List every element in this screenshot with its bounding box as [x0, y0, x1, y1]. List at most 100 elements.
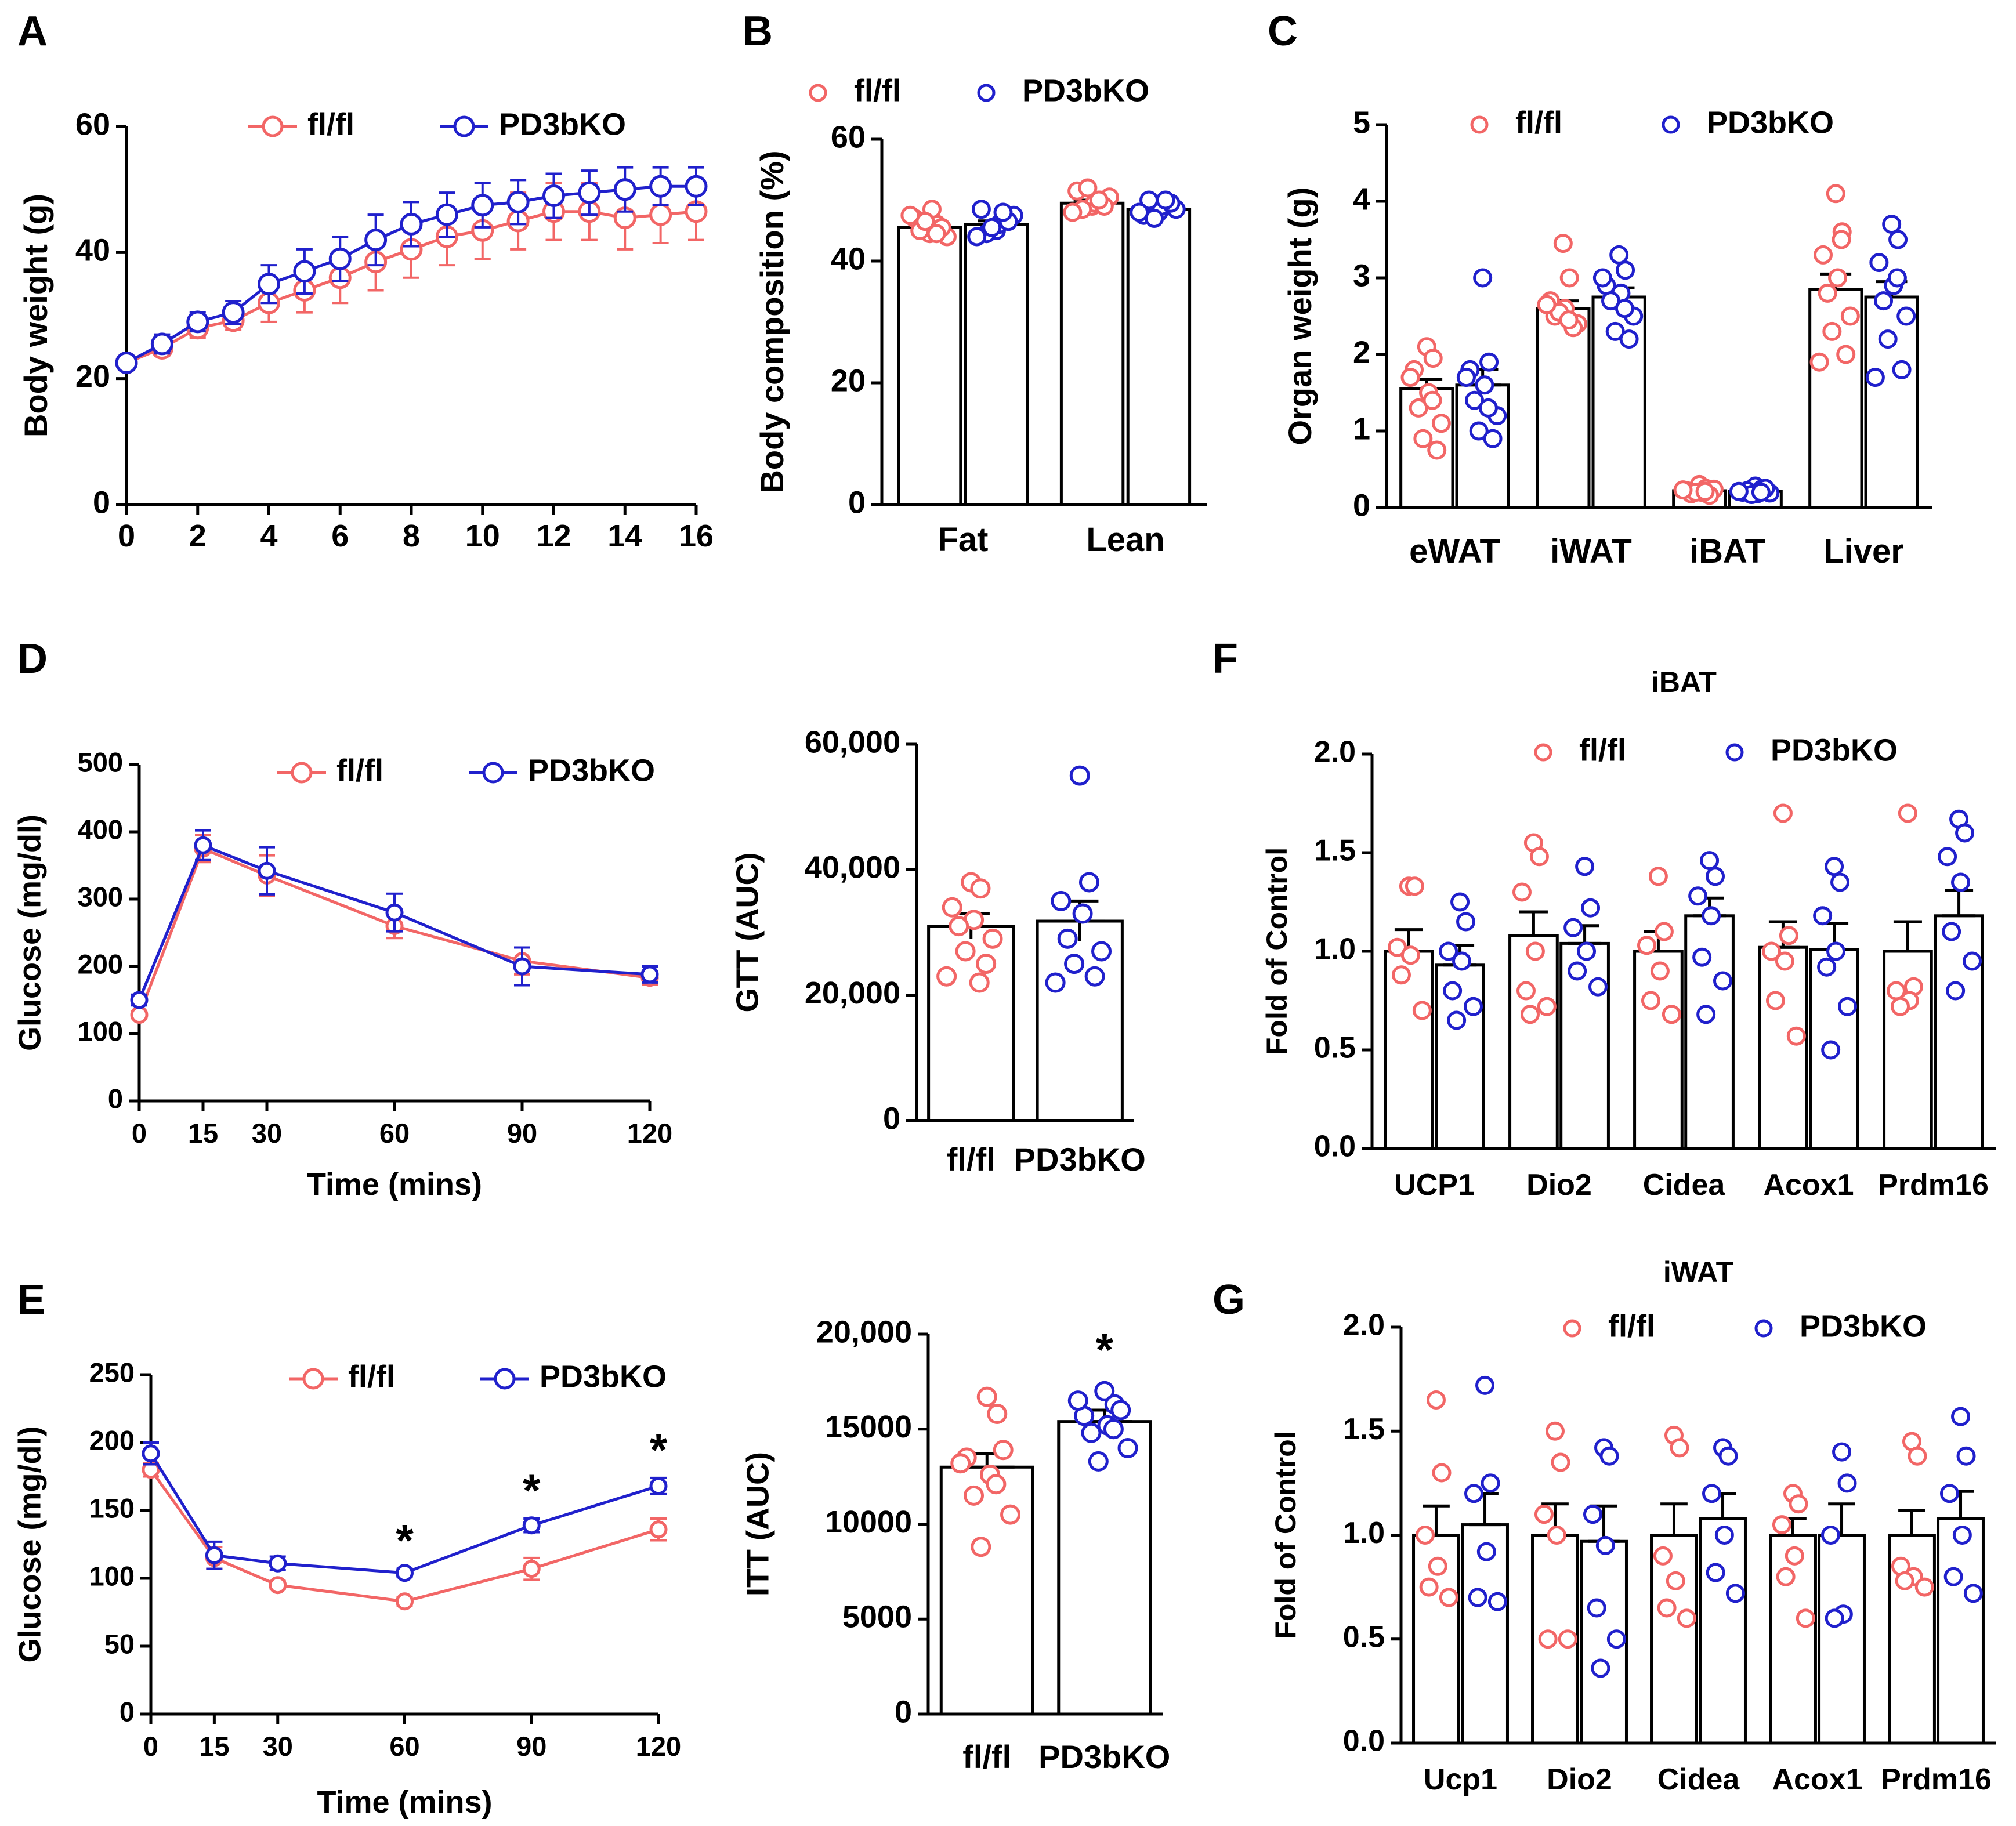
- data-point: [1837, 1473, 1857, 1493]
- x-tick-label: 0: [118, 519, 135, 553]
- x-category-label: PD3bKO: [1014, 1141, 1146, 1178]
- x-tick-label: 8: [403, 519, 420, 553]
- data-point: [1483, 429, 1503, 448]
- data-point: [513, 957, 531, 976]
- data-point: [1776, 1567, 1796, 1586]
- data-point: [1588, 977, 1608, 997]
- data-point: [1938, 847, 1957, 867]
- x-tick-label: 90: [507, 1118, 537, 1149]
- panel-letter: A: [17, 8, 48, 55]
- y-axis-label: Fold of Control: [1261, 847, 1293, 1055]
- data-point: [205, 1546, 223, 1564]
- data-point: [1952, 1526, 1972, 1545]
- data-point: [385, 903, 404, 922]
- data-point: [1547, 1526, 1566, 1545]
- data-point: [1078, 872, 1099, 893]
- y-tick-label: 1: [1353, 411, 1370, 446]
- data-point: [1772, 1515, 1791, 1535]
- data-point: [1051, 890, 1072, 911]
- legend-marker: [482, 762, 504, 784]
- data-point: [1551, 1452, 1570, 1472]
- data-point: [1789, 1494, 1808, 1514]
- data-point: [955, 941, 976, 962]
- data-point: [435, 203, 458, 226]
- x-tick-label: 60: [389, 1731, 419, 1762]
- data-point: [970, 878, 991, 899]
- data-point: [1057, 928, 1078, 949]
- y-tick-label: 5000: [842, 1600, 912, 1635]
- data-point: [1696, 1005, 1716, 1024]
- data-point: [1666, 1571, 1685, 1590]
- data-point: [1078, 178, 1098, 198]
- data-point: [1615, 299, 1634, 318]
- x-tick-label: 15: [199, 1731, 229, 1762]
- data-point: [982, 218, 1002, 237]
- data-point: [1677, 1608, 1696, 1628]
- legend-label: fl/fl: [307, 107, 354, 142]
- data-point: [1000, 1504, 1021, 1525]
- data-point: [364, 229, 388, 252]
- legend-label: PD3bKO: [1800, 1309, 1927, 1343]
- data-point: [1609, 245, 1629, 265]
- series-line: [137, 843, 650, 1001]
- legend-label: fl/fl: [348, 1359, 395, 1394]
- data-point: [967, 227, 987, 247]
- data-point: [1702, 906, 1721, 926]
- data-point: [1822, 321, 1842, 341]
- y-tick-label: 2: [1353, 335, 1370, 369]
- data-point: [1559, 268, 1579, 288]
- panel-letter: F: [1213, 636, 1238, 682]
- bar: [1650, 1534, 1698, 1745]
- data-point: [1796, 1608, 1815, 1628]
- y-tick-label: 400: [78, 814, 123, 845]
- data-point: [1828, 268, 1848, 288]
- data-point: [328, 247, 352, 270]
- data-point: [949, 916, 969, 937]
- bar: [1937, 1517, 1985, 1745]
- x-category-label: Dio2: [1547, 1763, 1612, 1796]
- data-point: [1895, 1571, 1914, 1590]
- data-point: [942, 897, 962, 918]
- data-point: [1426, 1390, 1446, 1410]
- data-point: [1773, 803, 1793, 823]
- data-point: [926, 224, 946, 244]
- bar: [1699, 1517, 1747, 1745]
- data-point: [1538, 1629, 1558, 1649]
- data-point: [1512, 882, 1532, 902]
- data-point: [1476, 1542, 1496, 1561]
- data-point: [900, 205, 920, 225]
- y-tick-label: 0: [120, 1696, 135, 1727]
- data-point: [1761, 941, 1781, 961]
- data-point: [1432, 1463, 1452, 1483]
- data-point: [1662, 1005, 1681, 1024]
- data-point: [1423, 390, 1442, 410]
- data-point: [1130, 202, 1149, 222]
- data-point: [1955, 823, 1975, 843]
- data-point: [115, 352, 138, 374]
- data-point: [1888, 230, 1908, 249]
- data-point: [1637, 936, 1656, 955]
- data-point: [1045, 972, 1066, 993]
- significance-marker: *: [396, 1515, 414, 1566]
- data-point: [1391, 965, 1411, 985]
- x-tick-label: 30: [252, 1118, 282, 1149]
- legend-label: fl/fl: [854, 73, 901, 108]
- data-point: [1898, 803, 1917, 823]
- data-point: [613, 178, 636, 201]
- data-point: [1456, 368, 1476, 387]
- data-point: [976, 1386, 997, 1407]
- data-point: [1084, 966, 1105, 987]
- data-point: [1956, 1446, 1976, 1466]
- data-point: [1563, 918, 1583, 937]
- y-tick-label: 15000: [825, 1410, 912, 1444]
- data-point: [1786, 1026, 1806, 1046]
- data-point: [1821, 1526, 1841, 1545]
- data-point: [1616, 260, 1635, 280]
- data-point: [1775, 951, 1794, 971]
- data-point: [194, 836, 212, 854]
- x-tick-label: 2: [189, 519, 207, 553]
- data-point: [1692, 947, 1712, 967]
- data-point: [130, 991, 149, 1009]
- data-point: [258, 273, 280, 296]
